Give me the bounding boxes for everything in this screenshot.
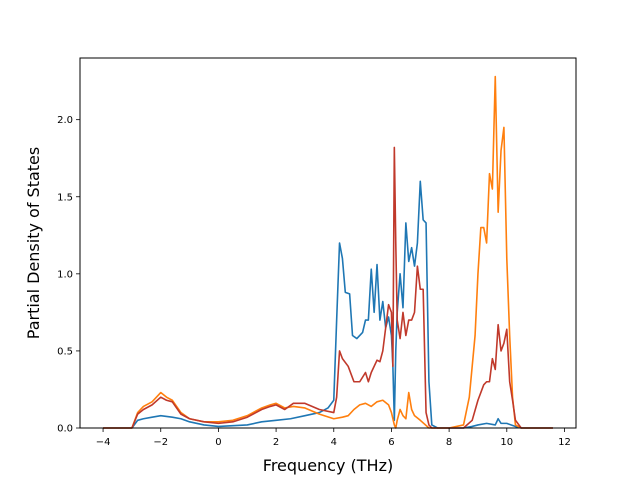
x-tick-label: 6	[388, 437, 394, 448]
series-layer	[103, 75, 553, 429]
y-tick-label: 0.0	[57, 424, 73, 435]
series-line-2	[103, 75, 553, 429]
x-axis-ticks: −4 −2 0 2 4 6 8 10 12	[96, 428, 571, 448]
y-axis-label: Partial Density of States	[24, 147, 43, 339]
y-axis-ticks: 0.0 0.5 1.0 1.5 2.0	[57, 115, 80, 435]
x-tick-label: 2	[273, 437, 279, 448]
x-axis-label: Frequency (THz)	[263, 456, 393, 475]
y-tick-label: 1.5	[57, 192, 73, 203]
x-tick-label: 8	[446, 437, 452, 448]
x-tick-label: −4	[96, 437, 111, 448]
x-tick-label: 0	[215, 437, 221, 448]
x-tick-label: −2	[153, 437, 168, 448]
x-tick-label: 4	[331, 437, 337, 448]
plot-frame	[79, 57, 577, 429]
x-tick-label: 12	[558, 437, 571, 448]
series-line-1	[103, 180, 553, 429]
y-tick-label: 1.0	[57, 269, 73, 280]
y-tick-label: 2.0	[57, 115, 73, 126]
x-tick-label: 10	[500, 437, 513, 448]
y-tick-label: 0.5	[57, 346, 73, 357]
series-line-3	[103, 146, 553, 429]
